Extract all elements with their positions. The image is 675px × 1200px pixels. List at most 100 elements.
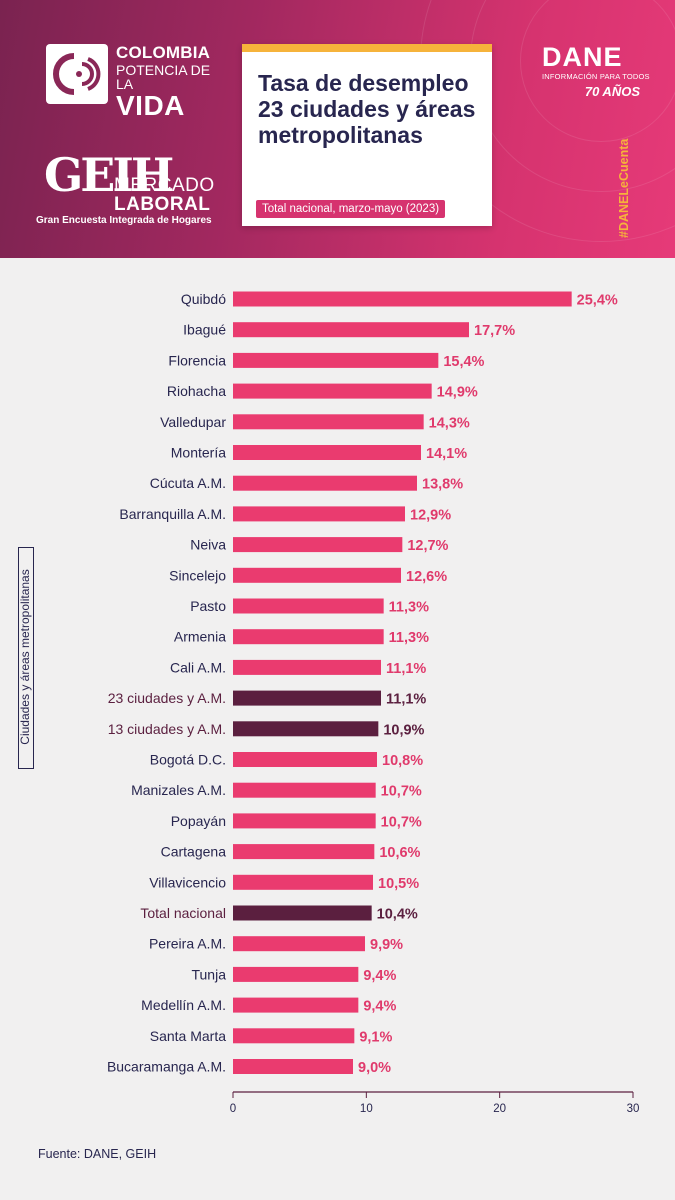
y-axis-label-box — [18, 547, 34, 769]
bar-12-category-label: Cali A.M. — [170, 659, 226, 675]
bar-21-category-label: Pereira A.M. — [149, 936, 226, 952]
source-note: Fuente: DANE, GEIH — [38, 1147, 157, 1161]
bar-7-value-label: 12,9% — [410, 507, 451, 523]
geih-line2: LABORAL — [114, 194, 211, 215]
bar-9-category-label: Sincelejo — [169, 567, 226, 583]
bar-21-rect — [233, 936, 365, 952]
x-tick-label-2: 20 — [493, 1103, 506, 1115]
colombia-line1: COLOMBIA — [116, 43, 211, 62]
colombia-line2: POTENCIA DE LA — [116, 62, 211, 92]
bar-1-value-label: 17,7% — [474, 323, 515, 339]
bar-22-rect — [233, 966, 359, 982]
bar-24-category-label: Santa Marta — [150, 1028, 226, 1044]
bar-7-category-label: Barranquilla A.M. — [119, 506, 226, 522]
bar-17-value-label: 10,7% — [381, 814, 422, 830]
bar-2-rect — [233, 352, 439, 368]
bar-21-value-label: 9,9% — [370, 937, 403, 953]
x-tick-label-0: 0 — [230, 1103, 236, 1115]
bar-5-category-label: Montería — [171, 445, 226, 461]
y-axis-label: Ciudades y áreas metropolitanas — [18, 569, 32, 745]
bar-20-category-label: Total nacional — [140, 905, 226, 921]
bar-4-value-label: 14,3% — [429, 415, 470, 431]
bar-16-category-label: Manizales A.M. — [131, 782, 226, 798]
bar-chart: Quibdó 25,4% Ibagué 17,7% Florencia 15,4% Rioh… — [107, 291, 640, 1115]
bar-8-rect — [233, 537, 403, 553]
bar-22-category-label: Tunja — [191, 966, 226, 982]
bar-25-category-label: Bucaramanga A.M. — [107, 1059, 226, 1075]
bar-1-category-label: Ibagué — [183, 322, 226, 338]
bar-15-rect — [233, 752, 377, 767]
bar-25-rect — [233, 1059, 353, 1074]
bar-11-value-label: 11,3% — [389, 630, 429, 646]
bar-14-value-label: 10,9% — [383, 722, 424, 738]
bar-13-value-label: 11,1% — [386, 692, 426, 708]
bar-15-category-label: Bogotá D.C. — [150, 752, 226, 768]
chart-subtitle: Total nacional, marzo-mayo (2023) — [256, 200, 446, 218]
bar-18-category-label: Cartagena — [161, 844, 227, 860]
chart-title: Tasa de desempleo 23 ciudades y áreas me… — [258, 70, 476, 148]
colombia-line3: VIDA — [116, 90, 185, 121]
bar-3-rect — [233, 383, 432, 399]
bar-2-category-label: Florencia — [168, 352, 226, 368]
geih-logo: GEIH MERCADO LABORAL Gran Encuesta Integ… — [36, 148, 215, 230]
hashtag: #DANELeCuenta — [617, 138, 631, 238]
bar-10-value-label: 11,3% — [389, 600, 429, 616]
bar-10-rect — [233, 598, 384, 614]
bars-layer: Quibdó 25,4% Ibagué 17,7% Florencia 15,4% Rioh… — [107, 291, 618, 1076]
bar-6-category-label: Cúcuta A.M. — [150, 475, 226, 491]
bar-22-value-label: 9,4% — [363, 968, 396, 984]
bar-11-category-label: Armenia — [174, 629, 226, 645]
bar-19-value-label: 10,5% — [378, 876, 419, 892]
bar-24-rect — [233, 1028, 355, 1044]
bar-8-category-label: Neiva — [190, 537, 226, 553]
bar-9-value-label: 12,6% — [406, 569, 447, 585]
geih-mark: GEIH — [44, 148, 174, 202]
header-banner: COLOMBIA POTENCIA DE LA VIDA GEIH MERCAD… — [0, 0, 675, 258]
bar-13-rect — [233, 690, 381, 706]
bar-6-value-label: 13,8% — [422, 477, 463, 493]
bar-23-value-label: 9,4% — [363, 999, 396, 1015]
bar-17-category-label: Popayán — [171, 813, 226, 829]
bar-10-category-label: Pasto — [190, 598, 226, 614]
bar-0-value-label: 25,4% — [577, 293, 618, 309]
bar-2-value-label: 15,4% — [443, 354, 484, 370]
x-tick-label-3: 30 — [627, 1103, 640, 1115]
bar-4-rect — [233, 414, 424, 430]
geih-line1: MERCADO — [114, 175, 215, 196]
geih-subtitle: Gran Encuesta Integrada de Hogares — [36, 215, 212, 226]
dane-tagline: INFORMACIÓN PARA TODOS — [542, 72, 650, 81]
x-axis: 0 10 20 30 — [230, 1091, 640, 1115]
bar-5-value-label: 14,1% — [426, 446, 467, 462]
bar-12-rect — [233, 659, 381, 675]
bar-4-category-label: Valledupar — [160, 414, 226, 430]
x-tick-label-1: 10 — [360, 1103, 373, 1115]
dane-title: DANE — [542, 42, 623, 72]
bar-7-rect — [233, 506, 405, 522]
bar-14-rect — [233, 721, 379, 737]
bar-0-category-label: Quibdó — [181, 291, 226, 307]
bar-19-category-label: Villavicencio — [149, 874, 226, 890]
bar-5-rect — [233, 445, 421, 460]
bar-9-rect — [233, 567, 401, 583]
bar-19-rect — [233, 874, 373, 890]
bar-11-rect — [233, 629, 384, 645]
bar-23-rect — [233, 997, 359, 1013]
bar-6-rect — [233, 475, 417, 491]
title-card: Tasa de desempleo 23 ciudades y áreas me… — [242, 44, 492, 226]
decorative-ring — [520, 0, 675, 142]
colombia-potencia-logo: COLOMBIA POTENCIA DE LA VIDA — [46, 44, 210, 120]
bar-18-value-label: 10,6% — [379, 845, 420, 861]
bar-20-value-label: 10,4% — [377, 907, 418, 923]
bar-16-value-label: 10,7% — [381, 784, 422, 800]
colombia-logo-icon — [46, 44, 108, 104]
bar-1-rect — [233, 322, 469, 338]
bar-0-rect — [233, 291, 572, 307]
dane-anniversary: 70 AÑOS — [584, 84, 640, 99]
bar-13-category-label: 23 ciudades y A.M. — [108, 690, 226, 706]
bar-24-value-label: 9,1% — [359, 1029, 392, 1045]
bar-12-value-label: 11,1% — [386, 661, 426, 677]
bar-23-category-label: Medellín A.M. — [141, 997, 226, 1013]
bar-15-value-label: 10,8% — [382, 753, 423, 769]
bar-18-rect — [233, 844, 375, 860]
bar-16-rect — [233, 782, 376, 798]
